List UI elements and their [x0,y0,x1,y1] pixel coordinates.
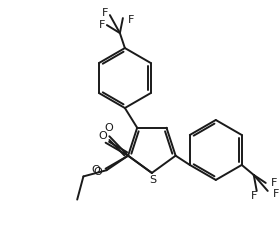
Text: O: O [94,167,102,177]
Text: F: F [128,15,134,25]
Text: O: O [104,123,113,133]
Text: O: O [92,165,101,175]
Text: S: S [149,175,157,185]
Text: F: F [251,191,257,201]
Text: F: F [271,178,277,188]
Text: O: O [98,131,107,141]
Text: F: F [99,20,105,30]
Text: F: F [273,189,279,199]
Text: F: F [102,8,108,18]
